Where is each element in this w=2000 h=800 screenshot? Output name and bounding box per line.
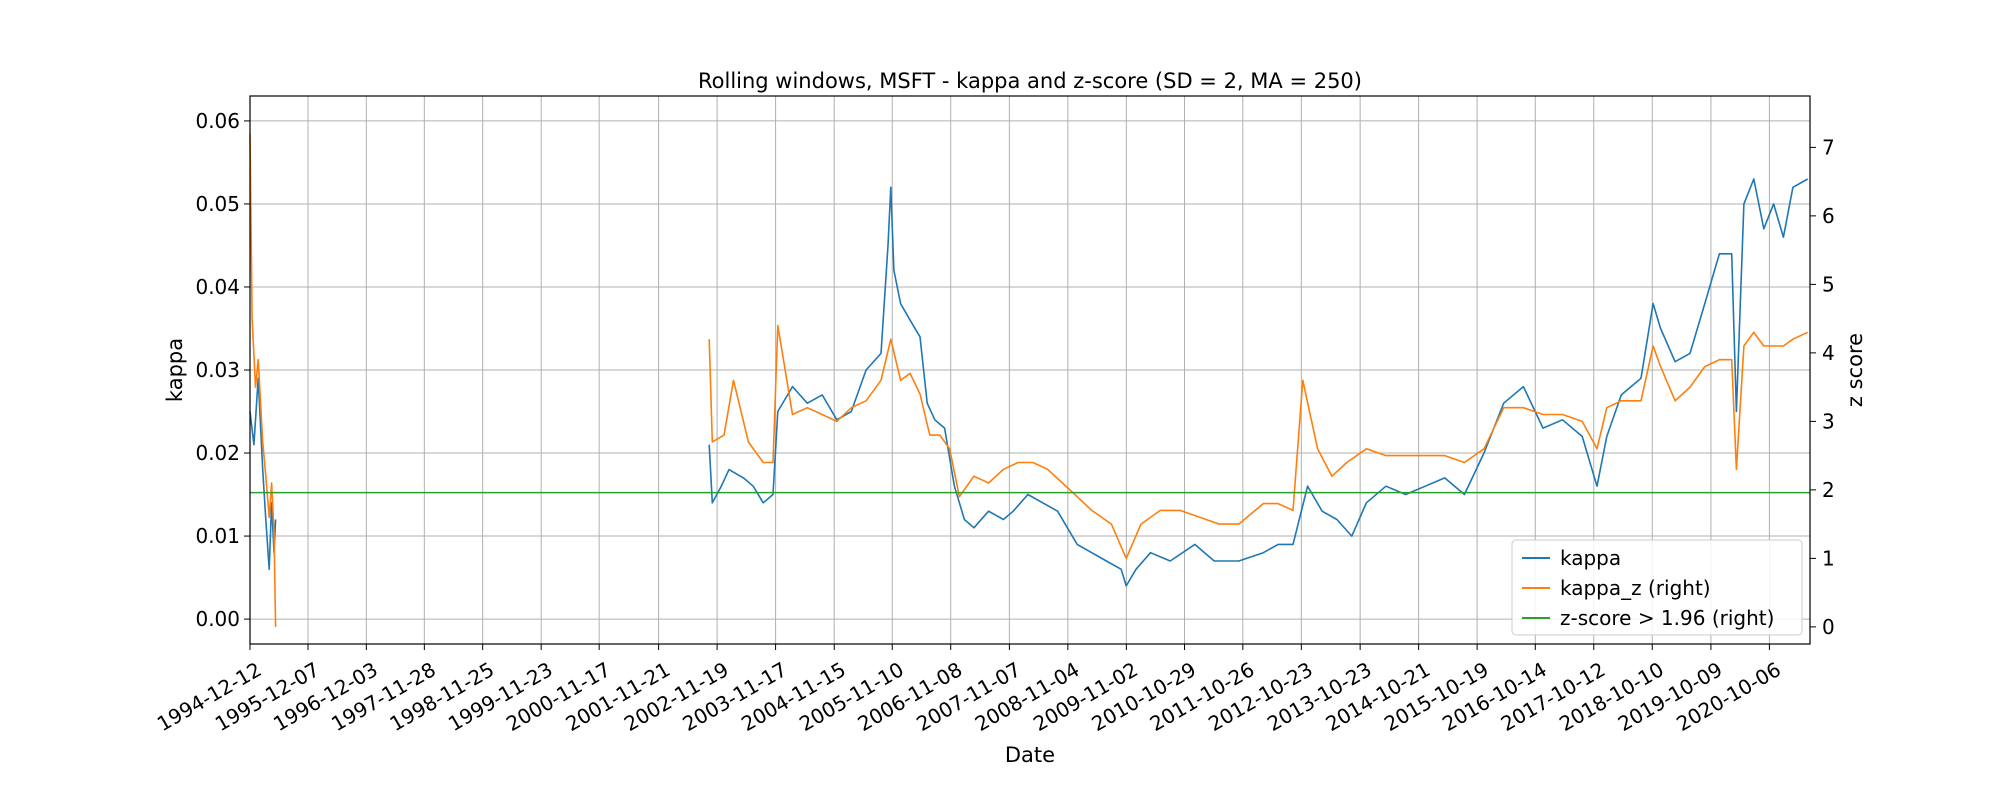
y-tick-label-left: 0.01 (195, 524, 240, 548)
legend-box (1511, 539, 1803, 636)
legend-label-kappa-z: kappa_z (right) (1560, 576, 1711, 600)
y-tick-label-left: 0.02 (195, 441, 240, 465)
y-tick-label-right: 6 (1822, 204, 1835, 228)
x-axis-label: Date (1005, 743, 1055, 767)
legend-label-threshold: z-score > 1.96 (right) (1560, 606, 1774, 630)
y-tick-label-right: 2 (1822, 478, 1835, 502)
series-line-kappa-z-right (249, 133, 277, 627)
y-tick-label-right: 0 (1822, 615, 1835, 639)
y-axis-label-left: kappa (163, 338, 187, 402)
legend: kappa kappa_z (right) z-score > 1.96 (ri… (1511, 539, 1803, 636)
series-line-kappa (708, 178, 1809, 587)
y-tick-label-right: 3 (1822, 409, 1835, 433)
y-tick-label-left: 0.03 (195, 358, 240, 382)
y-tick-label-right: 4 (1822, 341, 1835, 365)
y-axis-label-right: z score (1843, 333, 1867, 407)
y-tick-label-right: 5 (1822, 272, 1835, 296)
y-tick-label-left: 0.06 (195, 109, 240, 133)
chart-title: Rolling windows, MSFT - kappa and z-scor… (698, 69, 1362, 93)
y-tick-label-right: 7 (1822, 135, 1835, 159)
y-tick-label-left: 0.05 (195, 192, 240, 216)
series-line-kappa-z-right (708, 324, 1809, 560)
series-layer (249, 133, 1810, 627)
y-axis-right: 0 1 2 3 4 5 6 7 (1810, 135, 1835, 639)
y-tick-label-left: 0.04 (195, 275, 240, 299)
y-tick-label-right: 1 (1822, 546, 1835, 570)
y-axis-left: 0.00 0.01 0.02 0.03 0.04 0.05 0.06 (195, 109, 250, 631)
series-line-kappa (249, 377, 277, 571)
y-tick-label-left: 0.00 (195, 607, 240, 631)
legend-label-kappa: kappa (1560, 546, 1621, 570)
